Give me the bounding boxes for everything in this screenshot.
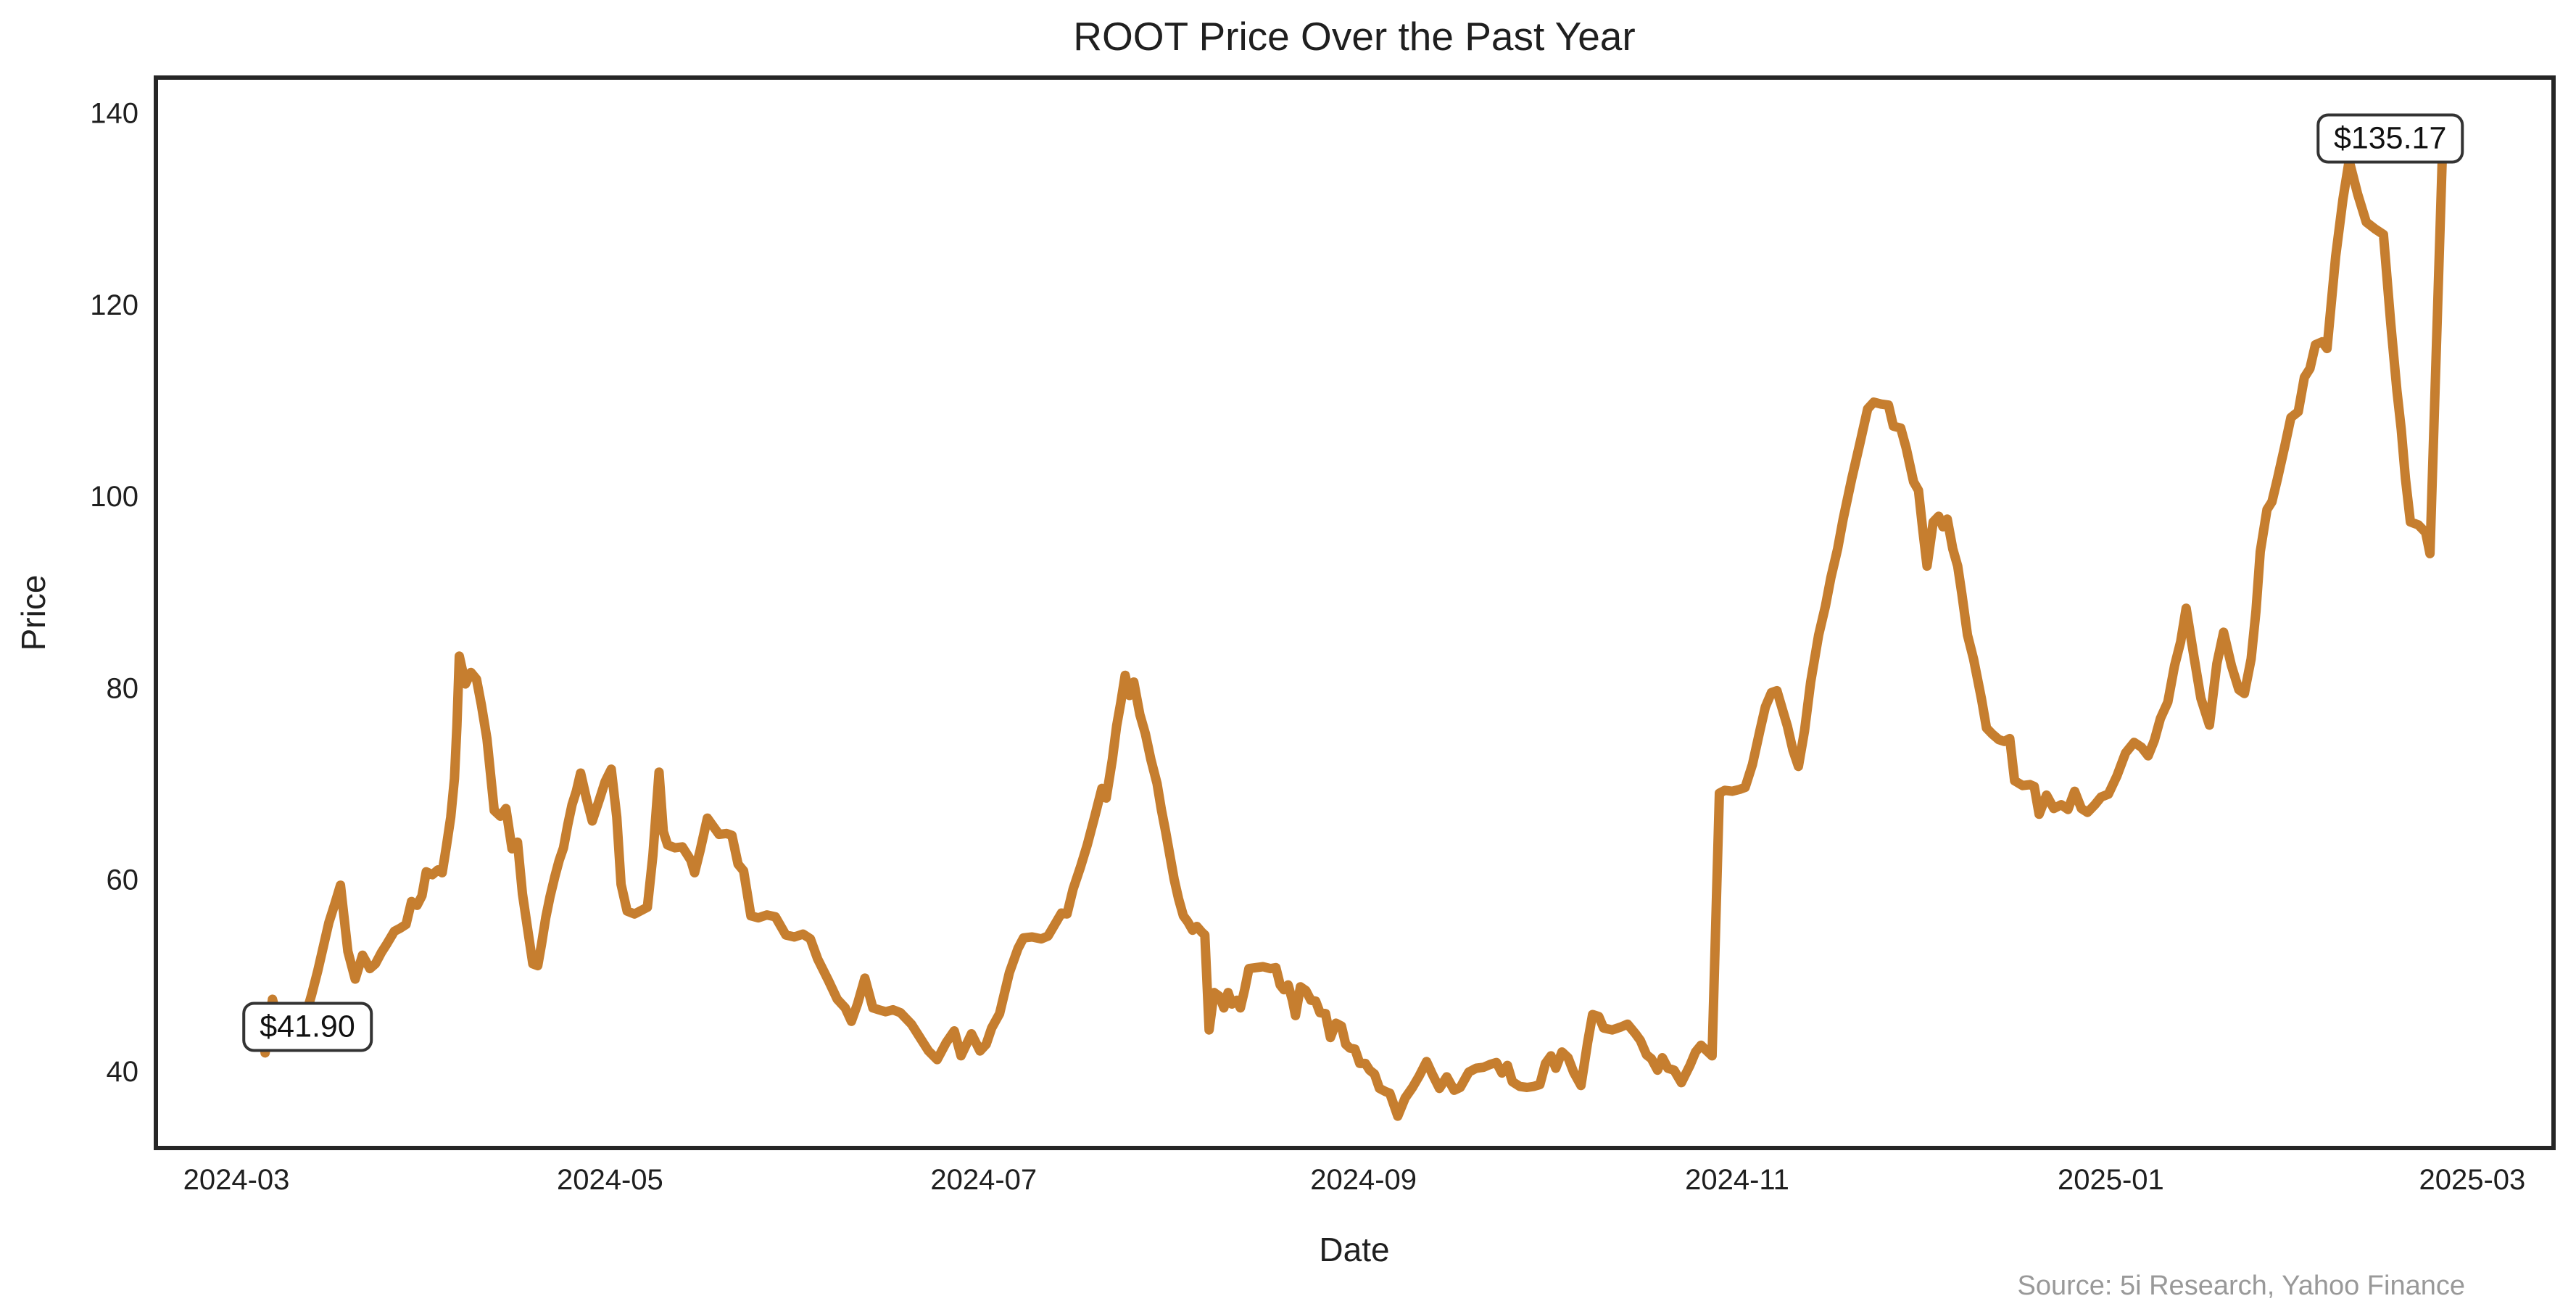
y-tick-label: 40: [107, 1056, 139, 1088]
x-tick-label: 2025-03: [2419, 1164, 2525, 1196]
chart-title: ROOT Price Over the Past Year: [1073, 14, 1636, 59]
y-tick-label: 140: [90, 98, 138, 130]
y-tick-label: 100: [90, 481, 138, 513]
y-tick-label: 120: [90, 289, 138, 321]
y-axis-label: Price: [15, 574, 52, 651]
x-tick-label: 2024-03: [183, 1164, 290, 1196]
x-tick-label: 2024-05: [557, 1164, 663, 1196]
price-line: [254, 154, 2447, 1121]
plot-border: [154, 75, 2556, 1150]
x-axis-label: Date: [1319, 1231, 1390, 1268]
x-tick-label: 2024-07: [930, 1164, 1037, 1196]
x-tick-label: 2024-09: [1310, 1164, 1417, 1196]
x-tick-label: 2024-11: [1685, 1164, 1789, 1196]
x-tick-label: 2025-01: [2058, 1164, 2164, 1196]
y-tick-label: 60: [107, 864, 139, 896]
annotation-end-price: $135.17: [2316, 113, 2464, 164]
y-tick-label: 80: [107, 672, 139, 704]
annotation-start-price: $41.90: [242, 1002, 373, 1052]
source-note: Source: 5i Research, Yahoo Finance: [2017, 1271, 2465, 1301]
